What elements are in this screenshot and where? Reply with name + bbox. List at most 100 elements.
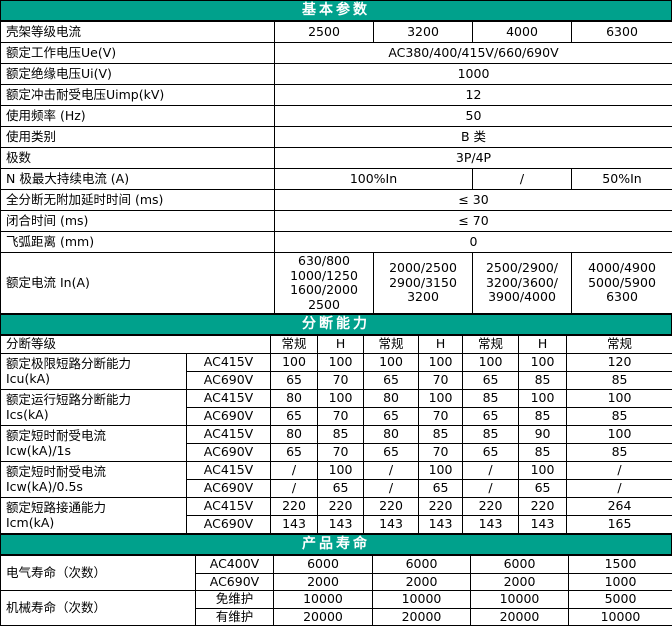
value-cell: 100 (271, 354, 318, 372)
table-row: 额定冲击耐受电压Uimp(kV)12 (1, 85, 672, 106)
value-cell: 65 (463, 372, 519, 390)
value-cell: 12 (275, 85, 672, 106)
table-row: 额定绝缘电压Ui(V)1000 (1, 64, 672, 85)
value-cell: 20000 (373, 608, 471, 626)
value-cell: 65 (519, 480, 567, 498)
row-label-cell: 壳架等级电流 (1, 22, 275, 43)
value-cell: 2000 (274, 573, 373, 591)
value-cell: AC690V (187, 444, 271, 462)
value-cell: 100 (519, 390, 567, 408)
value-cell: AC415V (187, 462, 271, 480)
value-cell: 1500 (569, 556, 672, 574)
row-label-cell: 额定短时耐受电流 Icw(kA)/1s (1, 426, 187, 462)
value-cell: H (519, 336, 567, 354)
value-cell: / (473, 169, 572, 190)
value-cell: / (567, 480, 672, 498)
value-cell: 100 (364, 354, 419, 372)
value-cell: 90 (519, 426, 567, 444)
value-cell: 有维护 (196, 608, 274, 626)
value-cell: 80 (271, 426, 318, 444)
value-cell: 100 (419, 390, 463, 408)
value-cell: 85 (419, 426, 463, 444)
table-row: 闭合时间 (ms)≤ 70 (1, 211, 672, 232)
row-label-cell: 额定电流 In(A) (1, 253, 275, 314)
value-cell: 85 (567, 444, 672, 462)
row-label-cell: 全分断无附加延时时间 (ms) (1, 190, 275, 211)
value-cell: 2000 (471, 573, 569, 591)
value-cell: 2000/2500 2900/3150 3200 (374, 253, 473, 314)
value-cell: 10000 (471, 591, 569, 609)
value-cell: 20000 (274, 608, 373, 626)
value-cell: / (271, 480, 318, 498)
value-cell: 220 (271, 498, 318, 516)
value-cell: 50 (275, 106, 672, 127)
table-row: 额定电流 In(A)630/800 1000/1250 1600/2000 25… (1, 253, 672, 314)
value-cell: 100 (419, 354, 463, 372)
value-cell: 65 (463, 408, 519, 426)
value-cell: 100 (318, 390, 364, 408)
value-cell: 6000 (274, 556, 373, 574)
table-row: N 极最大持续电流 (A)100%In/50%In (1, 169, 672, 190)
value-cell: 70 (318, 372, 364, 390)
value-cell: 70 (419, 444, 463, 462)
value-cell: 85 (519, 372, 567, 390)
row-label-cell: 额定工作电压Ue(V) (1, 43, 275, 64)
value-cell: AC690V (187, 372, 271, 390)
value-cell: 80 (271, 390, 318, 408)
section-title: 分断能力 (302, 316, 370, 332)
row-label-cell: 额定运行短路分断能力 Ics(kA) (1, 390, 187, 426)
value-cell: AC690V (187, 480, 271, 498)
value-cell: 20000 (471, 608, 569, 626)
row-label-cell: 额定冲击耐受电压Uimp(kV) (1, 85, 275, 106)
value-cell: 常规 (271, 336, 318, 354)
section-title: 基本参数 (302, 2, 370, 18)
value-cell: B 类 (275, 127, 672, 148)
value-cell: 10000 (274, 591, 373, 609)
value-cell: 100 (318, 354, 364, 372)
value-cell: 85 (463, 426, 519, 444)
value-cell: 143 (519, 516, 567, 534)
value-cell: 70 (318, 408, 364, 426)
value-cell: 220 (364, 498, 419, 516)
section-header-breaking-capacity: 分断能力 (0, 314, 672, 335)
value-cell: 常规 (364, 336, 419, 354)
row-label-cell: 额定短路接通能力 Icm(kA) (1, 498, 187, 534)
row-label-cell: 极数 (1, 148, 275, 169)
value-cell: 264 (567, 498, 672, 516)
value-cell: 143 (364, 516, 419, 534)
value-cell: 65 (364, 372, 419, 390)
value-cell: ≤ 70 (275, 211, 672, 232)
value-cell: 65 (318, 480, 364, 498)
value-cell: 1000 (275, 64, 672, 85)
value-cell: AC415V (187, 354, 271, 372)
table-row: 使用频率 (Hz)50 (1, 106, 672, 127)
value-cell: 100 (419, 462, 463, 480)
value-cell: / (567, 462, 672, 480)
value-cell: 120 (567, 354, 672, 372)
row-label-cell: 使用频率 (Hz) (1, 106, 275, 127)
value-cell: 220 (519, 498, 567, 516)
value-cell: 50%In (572, 169, 672, 190)
value-cell: H (318, 336, 364, 354)
table-row: 额定工作电压Ue(V)AC380/400/415V/660/690V (1, 43, 672, 64)
row-label-cell: 飞弧距离 (mm) (1, 232, 275, 253)
value-cell: 65 (271, 444, 318, 462)
value-cell: AC400V (196, 556, 274, 574)
value-cell: 220 (419, 498, 463, 516)
value-cell: 65 (364, 444, 419, 462)
value-cell: 65 (419, 480, 463, 498)
value-cell: 100 (519, 354, 567, 372)
value-cell: 65 (364, 408, 419, 426)
value-cell: 3200 (374, 22, 473, 43)
section-header-basic-params: 基本参数 (0, 0, 672, 21)
value-cell: H (419, 336, 463, 354)
table-row: 全分断无附加延时时间 (ms)≤ 30 (1, 190, 672, 211)
value-cell: 100 (567, 390, 672, 408)
